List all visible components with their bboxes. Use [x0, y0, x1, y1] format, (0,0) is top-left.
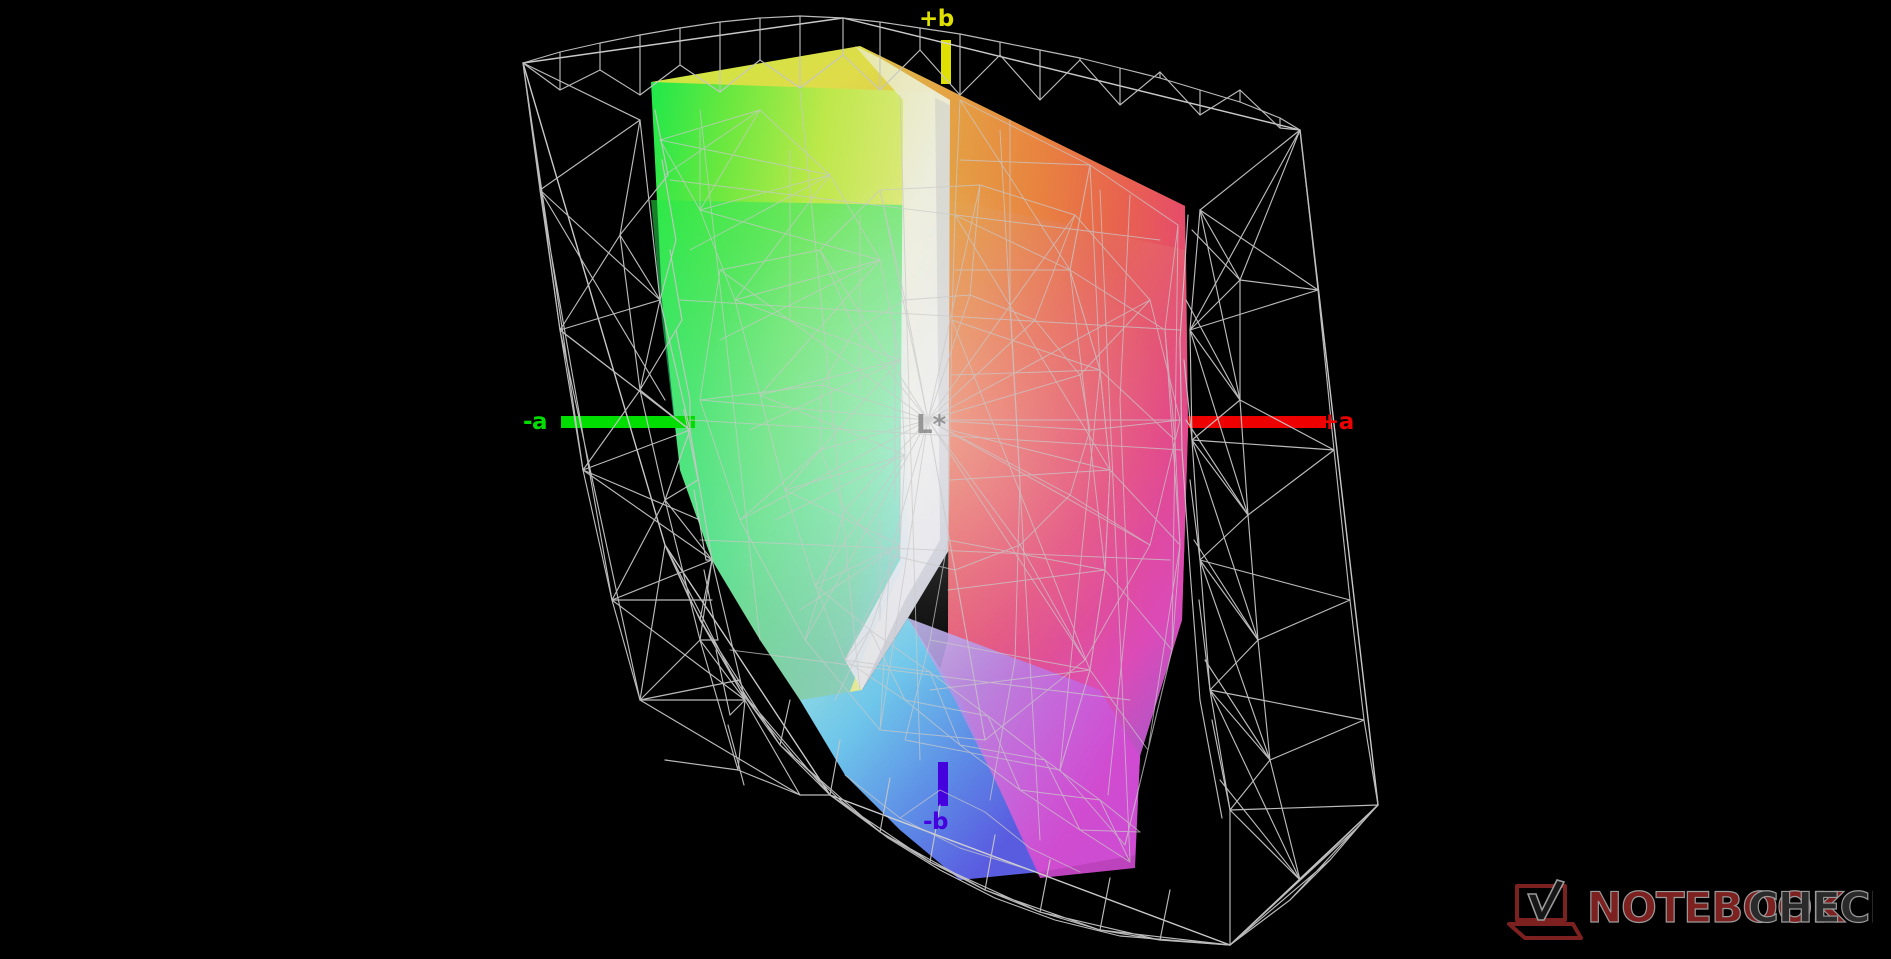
- axis-bar-positive-b: [941, 40, 951, 84]
- axis-label-lightness: L*: [916, 410, 947, 440]
- notebookcheck-watermark: NOTEBOOK CHECK: [1495, 874, 1873, 946]
- hull-outline: [522, 17, 1379, 946]
- axis-label-positive-a: +a: [1320, 409, 1354, 435]
- gamut-triangulation: [659, 89, 1183, 873]
- logo-text-notebook: NOTEBOOK: [1587, 883, 1846, 932]
- notebookcheck-logo: NOTEBOOK CHECK: [1507, 879, 1873, 940]
- checkmark-icon: [1526, 879, 1566, 921]
- axis-label-negative-a: -a: [523, 409, 548, 435]
- axis-label-negative-b: -b: [923, 809, 949, 835]
- axis-bar-positive-a: [1188, 416, 1326, 428]
- reference-gamut-wireframe: [522, 15, 1379, 946]
- axis-markers: [561, 40, 1326, 806]
- axis-bar-negative-b: [938, 762, 948, 806]
- axis-label-positive-b: +b: [919, 6, 954, 32]
- logo-text-check: CHECK: [1748, 883, 1873, 932]
- laptop-icon: [1507, 884, 1583, 940]
- axis-bar-negative-a: [561, 416, 695, 428]
